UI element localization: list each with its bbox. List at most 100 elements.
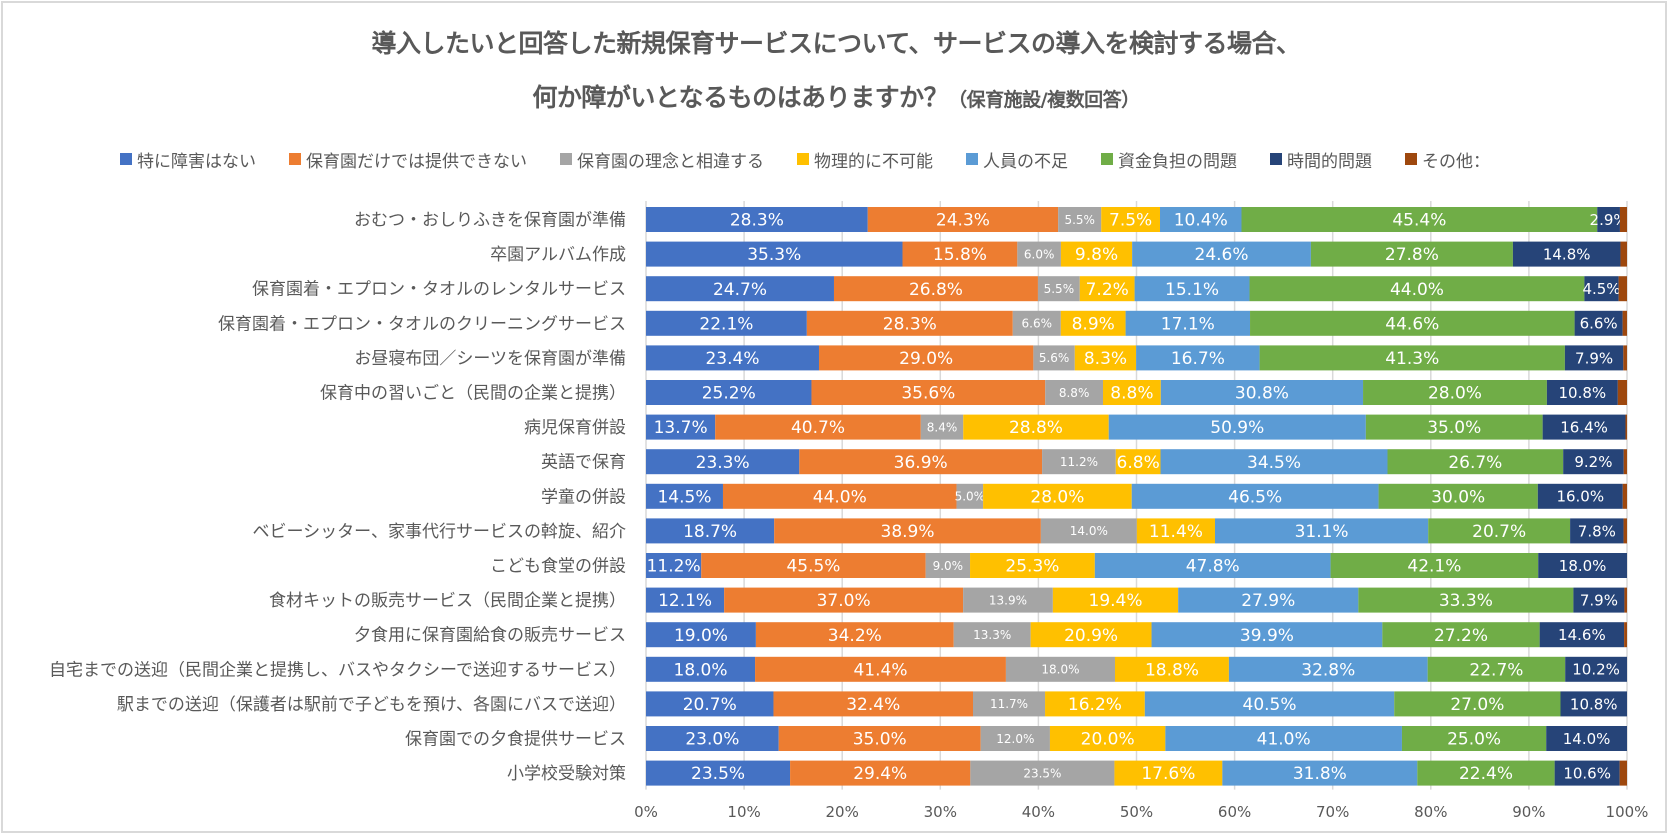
bar-segment (902, 241, 1018, 267)
data-label: 8.9% (1072, 314, 1115, 334)
bar-segment (925, 553, 971, 578)
data-label: 16.0% (1556, 488, 1604, 506)
bar-segment (920, 414, 964, 440)
data-label: 41.0% (1257, 730, 1311, 750)
data-label: 31.1% (1295, 522, 1349, 542)
bar-segment (1622, 483, 1627, 509)
bar-segment (1623, 518, 1627, 544)
data-label: 35.0% (853, 730, 907, 750)
data-label: 6.6% (1022, 317, 1053, 331)
data-label: 26.8% (909, 280, 963, 300)
bar-segment (963, 587, 1053, 613)
bar-row: 11.2% 45.5% 9.0% 25.3% 47.8% 42.1% 18.0% (646, 553, 1627, 578)
bar-segment (1115, 449, 1161, 475)
data-label: 41.4% (853, 660, 907, 680)
bar-row: 19.0% 34.2% 13.3% 20.9% 39.9% 27.2% 14.6% (646, 622, 1627, 648)
data-label: 32.4% (846, 695, 900, 715)
bar-segment (1619, 207, 1627, 232)
bar-row: 23.5% 29.4% 23.5% 17.6% 31.8% 22.4% 10.6% (646, 760, 1627, 786)
bar-segment (799, 449, 1043, 475)
bar-segment (715, 414, 921, 440)
bar-segment (1394, 691, 1561, 717)
bar-segment (833, 276, 1038, 302)
data-label: 12.1% (658, 591, 712, 611)
data-label: 50.9% (1210, 418, 1264, 438)
bar-segment (646, 553, 702, 578)
legend-swatch (1101, 153, 1113, 165)
x-tick-label: 20% (826, 803, 859, 821)
category-label: お昼寝布団／シーツを保育園が準備 (354, 348, 626, 369)
bar-segment (1401, 726, 1547, 751)
data-label: 10.4% (1174, 211, 1228, 231)
data-label: 44.0% (813, 487, 867, 507)
bar-segment (1378, 483, 1538, 509)
bar-segment (646, 587, 725, 613)
x-tick-label: 0% (634, 803, 658, 821)
data-label: 35.3% (747, 245, 801, 265)
x-tick-label: 30% (924, 803, 957, 821)
bar-segment (1387, 449, 1564, 475)
category-label: 食材キットの販売サービス（民間企業と提携） (269, 591, 626, 611)
data-label: 28.8% (1009, 418, 1063, 438)
data-label: 44.6% (1385, 314, 1439, 334)
bar-segment (701, 553, 926, 578)
legend-label: 保育園だけでは提供できない (306, 151, 527, 172)
data-label: 22.1% (699, 314, 753, 334)
bar-segment (983, 483, 1132, 509)
bar-segment (1570, 518, 1624, 544)
data-label: 5.6% (1039, 351, 1070, 365)
data-label: 15.8% (933, 245, 987, 265)
bar-segment (1565, 656, 1627, 682)
legend-item: 特に障害はない (120, 147, 256, 172)
data-label: 35.0% (1427, 418, 1481, 438)
bar-segment (1144, 691, 1395, 717)
data-label: 38.9% (881, 522, 935, 542)
bar-segment (1624, 622, 1627, 648)
data-label: 30.8% (1235, 384, 1289, 404)
bar-segment (1358, 587, 1574, 613)
bar-segment (755, 656, 1006, 682)
data-label: 27.8% (1385, 245, 1439, 265)
bar-segment (1151, 622, 1383, 648)
legend-item: 保育園だけでは提供できない (289, 147, 527, 172)
legend-item: 時間的問題 (1270, 147, 1372, 172)
bar-segment (1546, 380, 1618, 405)
data-label: 34.5% (1247, 453, 1301, 473)
data-label: 18.0% (1041, 663, 1079, 677)
bar-segment (1241, 207, 1598, 232)
category-label: こども食堂の併設 (490, 557, 626, 577)
bar-segment (1259, 345, 1565, 371)
legend-label: 時間的問題 (1287, 151, 1372, 172)
data-label: 8.3% (1084, 349, 1127, 369)
category-label: 保育中の習いごと（民間の企業と提携） (320, 384, 626, 404)
category-label: 英語で保育 (541, 453, 626, 473)
bar-segment (1563, 449, 1624, 475)
data-label: 35.6% (901, 384, 955, 404)
legend: 特に障害はない 保育園だけでは提供できない 保育園の理念と相違する 物理的に不可能 人員… (120, 147, 1523, 172)
bar-segment (1584, 276, 1619, 302)
category-label: 卒園アルバム作成 (490, 245, 626, 265)
bar-segment (1114, 760, 1223, 786)
bar-segment (806, 310, 1013, 336)
bar-segment (1228, 656, 1428, 682)
data-label: 29.4% (853, 764, 907, 784)
data-label: 20.9% (1064, 626, 1118, 646)
data-label: 25.0% (1447, 730, 1501, 750)
data-label: 18.0% (1559, 557, 1607, 575)
data-label: 7.9% (1575, 349, 1613, 367)
data-label: 45.4% (1392, 211, 1446, 231)
data-label: 24.7% (713, 280, 767, 300)
bar-segment (1363, 380, 1547, 405)
data-label: 44.0% (1390, 280, 1444, 300)
bar-segment (867, 207, 1059, 232)
category-label: おむつ・おしりふきを保育園が準備 (354, 211, 626, 231)
bar-segment (1512, 241, 1621, 267)
bar-segment (1030, 622, 1152, 648)
data-label: 6.8% (1117, 453, 1160, 473)
bar-segment (646, 483, 723, 509)
chart-title-line2: 何か障がいとなるものはありますか？（保育施設/複数回答） (0, 78, 1672, 114)
bar-segment (956, 483, 984, 509)
legend-swatch (289, 153, 301, 165)
data-label: 46.5% (1228, 487, 1282, 507)
bar-segment (646, 449, 800, 475)
